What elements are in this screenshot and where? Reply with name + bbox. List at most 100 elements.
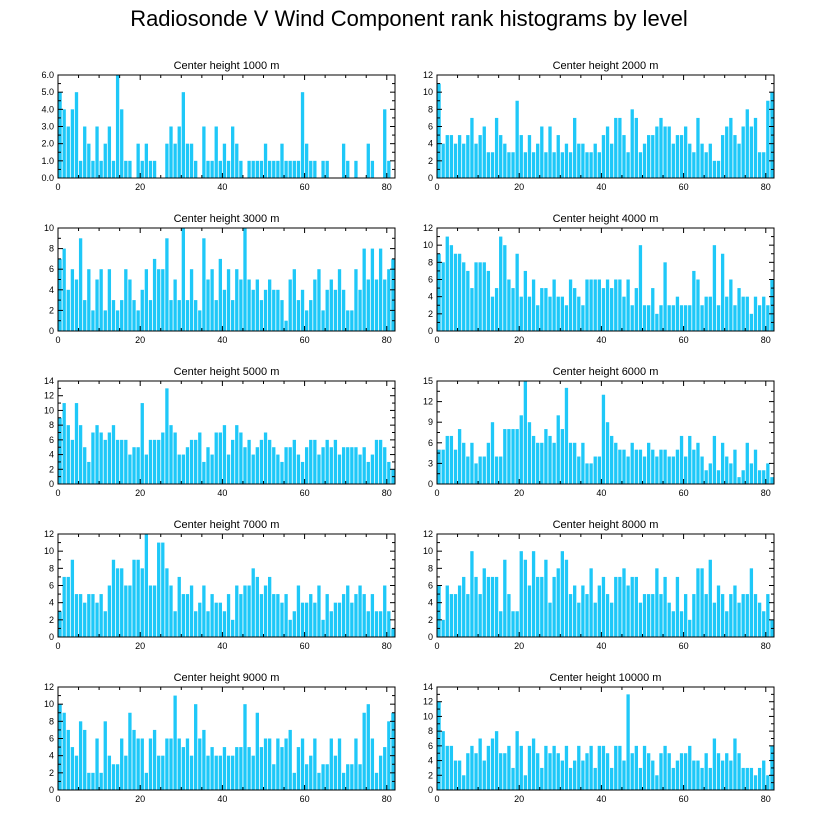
- histogram-bar: [341, 289, 346, 331]
- histogram-bar: [292, 772, 296, 790]
- histogram-panel: Center height 2000 m 0 20 40 60 80 0 2 4 6 8 10 12: [423, 60, 775, 192]
- histogram-bar: [700, 767, 704, 790]
- x-tick-label: 80: [761, 488, 771, 498]
- histogram-bar: [708, 463, 712, 484]
- histogram-bar: [115, 310, 120, 331]
- histogram-bar: [708, 143, 712, 178]
- histogram-bar: [647, 305, 651, 331]
- y-tick-label: 1.0: [41, 156, 54, 166]
- histogram-bar: [329, 279, 333, 331]
- histogram-bar: [243, 704, 247, 790]
- histogram-bar: [589, 152, 593, 178]
- histogram-bar: [173, 695, 177, 790]
- x-tick-label: 20: [514, 488, 524, 498]
- histogram-bar: [651, 594, 655, 637]
- histogram-bar: [272, 160, 276, 178]
- histogram-bar: [753, 594, 758, 637]
- histogram-bar: [169, 425, 173, 484]
- histogram-bar: [370, 738, 375, 790]
- histogram-bar: [346, 764, 350, 790]
- histogram-bar: [630, 109, 634, 178]
- histogram-bar: [696, 568, 700, 637]
- histogram-bar: [499, 753, 503, 790]
- histogram-bar: [325, 439, 329, 484]
- histogram-bar: [374, 279, 379, 331]
- histogram-bar: [222, 289, 227, 331]
- histogram-bar: [737, 753, 741, 790]
- y-tick-label: 2: [49, 464, 54, 474]
- histogram-bar: [362, 447, 366, 484]
- histogram-bar: [120, 738, 124, 790]
- histogram-bar: [231, 126, 235, 178]
- histogram-bar: [667, 305, 671, 331]
- histogram-bar: [548, 126, 552, 178]
- histogram-bar: [157, 439, 161, 484]
- histogram-bar: [210, 454, 214, 484]
- histogram-bar: [523, 270, 528, 331]
- histogram-bar: [437, 253, 441, 331]
- histogram-bar: [589, 463, 593, 484]
- y-tick-label: 10: [423, 87, 433, 97]
- histogram-bar: [177, 126, 181, 178]
- y-tick-label: 8: [49, 420, 54, 430]
- histogram-bar: [95, 738, 99, 790]
- histogram-bar: [503, 753, 507, 790]
- histogram-bar: [453, 449, 458, 484]
- histogram-bar: [716, 753, 721, 790]
- histogram-bar: [255, 447, 259, 484]
- histogram-bar: [140, 568, 144, 637]
- histogram-bar: [556, 135, 560, 178]
- histogram-bar: [490, 422, 495, 484]
- histogram-bar: [354, 594, 358, 637]
- histogram-bar: [231, 300, 235, 331]
- histogram-bar: [120, 568, 124, 637]
- histogram-bar: [564, 305, 569, 331]
- y-tick-label: 4: [49, 751, 54, 761]
- histogram-bar: [671, 611, 675, 637]
- histogram-bar: [378, 439, 383, 484]
- y-tick-label: 0: [428, 173, 433, 183]
- histogram-bar: [161, 269, 165, 331]
- histogram-bar: [725, 126, 729, 178]
- histogram-bar: [194, 611, 198, 637]
- histogram-bar: [729, 279, 733, 331]
- histogram-bar: [753, 296, 758, 331]
- histogram-bar: [210, 747, 214, 790]
- histogram-bar: [83, 602, 87, 637]
- y-tick-label: 6: [49, 264, 54, 274]
- x-tick-label: 60: [300, 335, 310, 345]
- histogram-bar: [165, 738, 169, 790]
- histogram-bar: [733, 305, 737, 331]
- histogram-bar: [573, 117, 577, 178]
- histogram-bar: [202, 238, 206, 331]
- histogram-bar: [453, 253, 458, 331]
- histogram-bar: [708, 767, 712, 790]
- histogram-bar: [618, 745, 622, 790]
- histogram-bar: [231, 619, 235, 637]
- histogram-bar: [62, 248, 66, 331]
- histogram-bar: [573, 442, 577, 484]
- histogram-bar: [466, 270, 470, 331]
- histogram-bar: [358, 454, 362, 484]
- histogram-bar: [659, 449, 663, 484]
- x-tick-label: 60: [679, 488, 689, 498]
- histogram-bar: [634, 745, 638, 790]
- histogram-bar: [304, 447, 309, 484]
- x-tick-label: 80: [761, 335, 771, 345]
- y-tick-label: 6: [428, 741, 433, 751]
- histogram-bar: [762, 296, 766, 331]
- histogram-bar: [268, 576, 272, 637]
- histogram-bar: [622, 449, 626, 484]
- histogram-bar: [354, 447, 358, 484]
- histogram-bar: [683, 594, 688, 637]
- histogram-bar: [725, 296, 729, 331]
- y-tick-label: 0: [428, 632, 433, 642]
- histogram-bar: [70, 269, 75, 331]
- histogram-bar: [78, 721, 83, 790]
- x-tick-label: 60: [679, 182, 689, 192]
- histogram-bar: [692, 760, 696, 790]
- histogram-bar: [474, 463, 478, 484]
- histogram-bar: [259, 594, 264, 637]
- histogram-bar: [309, 439, 313, 484]
- histogram-bar: [284, 447, 288, 484]
